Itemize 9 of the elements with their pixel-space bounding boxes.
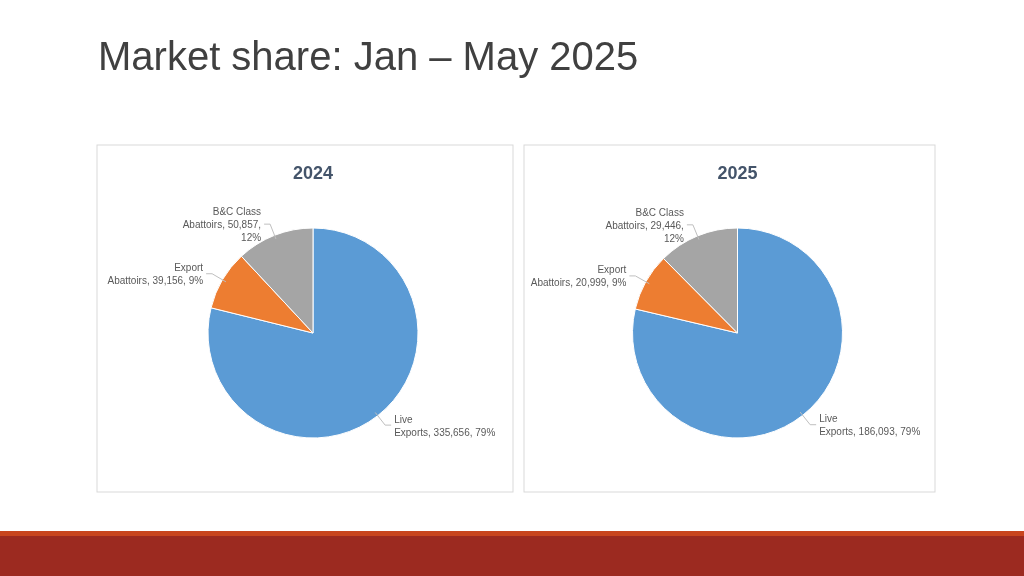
chart-title: 2024 xyxy=(292,163,334,183)
slice-label: Live Exports, 186,093, 79% xyxy=(819,413,921,438)
slice-label: Live Exports, 335,656, 79% xyxy=(394,413,496,438)
text: Market share: Jan – May 2025 xyxy=(98,34,639,78)
slice-label: Export Abattoirs, 39,156, 9% xyxy=(107,262,204,287)
slice-label: Export Abattoirs, 20,999, 9% xyxy=(530,264,627,289)
slice-label: B&C Class Abattoirs, 50,857, 12% xyxy=(182,206,262,244)
slice-label: B&C Class Abattoirs, 29,446, 12% xyxy=(605,206,685,244)
chart-title: 2025 xyxy=(717,163,758,183)
